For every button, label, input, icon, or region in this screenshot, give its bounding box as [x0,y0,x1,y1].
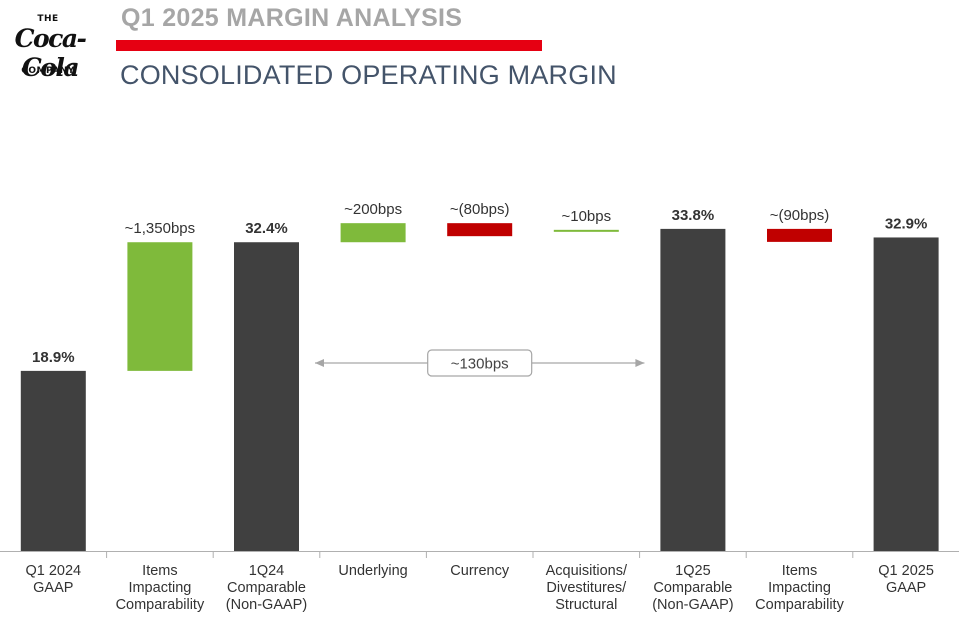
category-label-4: Currency [450,563,510,579]
bar-4 [447,223,513,237]
category-label-0: Q1 2024 GAAP [25,563,81,596]
bar-8 [873,237,939,551]
bar-5 [553,229,619,232]
bar-6 [660,228,726,552]
data-label-4: ~(80bps) [450,201,510,218]
logo-script: Coca-Cola [14,24,87,82]
logo-the: THE [37,14,59,24]
category-label-2: 1Q24 Comparable (Non-GAAP) [226,563,307,613]
category-label-8: Q1 2025 GAAP [878,563,934,596]
bar-7 [767,228,832,242]
data-label-2: 32.4% [245,220,288,237]
annotation-arrow-left [315,359,324,367]
category-label-5: Acquisitions/Divestitures/Structural [546,563,628,613]
logo-company: COMPANY [21,66,75,76]
bar-1 [127,242,193,371]
category-label-1: Items Impacting Comparability [116,563,205,613]
data-label-5: ~10bps [561,208,611,225]
category-label-3: Underlying [338,563,407,579]
title-accent-bar [116,40,542,51]
bar-3 [340,223,406,243]
data-label-8: 32.9% [885,215,928,232]
data-label-1: ~1,350bps [125,220,195,237]
bar-0 [20,370,86,551]
data-label-3: ~200bps [344,201,402,218]
annotation-label: ~130bps [451,356,509,373]
category-label-7: Items Impacting Comparability [755,563,844,613]
page-title: Q1 2025 MARGIN ANALYSIS [121,4,463,32]
data-label-7: ~(90bps) [770,207,830,224]
annotation-arrow-right [635,359,645,367]
page-subtitle: CONSOLIDATED OPERATING MARGIN [120,60,617,90]
data-label-6: 33.8% [672,207,715,224]
annotation-box [427,349,533,377]
bar-2 [234,242,299,551]
category-label-6: 1Q25 Comparable (Non-GAAP) [652,563,733,613]
coca-cola-logo: THE Coca-Cola COMPANY [4,12,104,82]
data-label-0: 18.9% [32,349,75,366]
